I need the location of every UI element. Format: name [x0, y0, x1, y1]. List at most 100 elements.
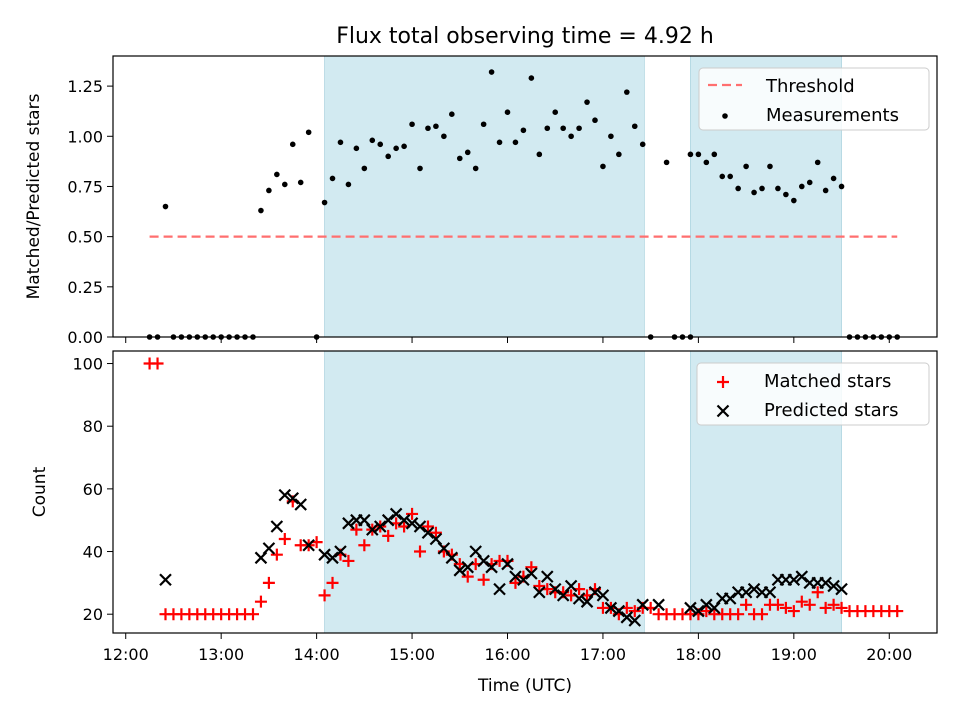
- predicted-star-point: [548, 582, 562, 596]
- predicted-star-point: [461, 560, 475, 574]
- y-tick-label: 0.75: [67, 177, 103, 196]
- predicted-star-point: [620, 611, 634, 624]
- measurement-point: [791, 197, 797, 204]
- x-tick-label: 15:00: [389, 645, 435, 664]
- predicted-star-point: [381, 513, 395, 527]
- predicted-star-point: [795, 570, 809, 583]
- predicted-star-point: [723, 592, 737, 605]
- measurement-point: [289, 141, 296, 148]
- predicted-star-point: [389, 507, 403, 521]
- y-tick-label: 80: [83, 417, 103, 436]
- legend-label: Matched stars: [764, 371, 891, 392]
- predicted-star-point: [700, 598, 713, 612]
- x-tick-label: 18:00: [675, 645, 721, 664]
- measurement-point: [377, 141, 384, 148]
- measurement-point: [751, 189, 757, 196]
- predicted-star-point: [739, 585, 753, 599]
- matched-star-point: [533, 580, 546, 592]
- measurement-point: [441, 133, 447, 140]
- predicted-star-point: [485, 560, 498, 574]
- legend-label: Measurements: [766, 105, 899, 126]
- x-tick-label: 12:00: [103, 645, 149, 664]
- measurement-point: [576, 125, 582, 132]
- predicted-star-point: [453, 564, 467, 577]
- matched-star-point: [382, 529, 395, 542]
- measurement-point: [584, 99, 590, 105]
- x-tick-label: 14:00: [294, 645, 340, 664]
- measurement-point: [425, 125, 431, 132]
- predicted-star-point: [604, 601, 618, 615]
- predicted-star-point: [286, 491, 300, 505]
- legends: Threshold Measurements Matched stars Predic…: [696, 67, 930, 426]
- predicted-star-point: [540, 570, 554, 583]
- predicted-star-point: [612, 604, 626, 618]
- y-axis-label-ratio: Matched/Predicted stars: [24, 93, 44, 299]
- measurement-point: [321, 199, 328, 206]
- x-tick-label: 17:00: [580, 645, 626, 664]
- predicted-star-point: [159, 573, 172, 587]
- measurement-point: [480, 121, 487, 128]
- chart-title: Flux total observing time = 4.92 h: [336, 24, 714, 49]
- measurement-point: [711, 151, 718, 158]
- y-tick-label: 60: [83, 480, 103, 499]
- legend-count: [696, 362, 930, 426]
- measurement-point: [504, 109, 511, 115]
- predicted-star-point: [294, 498, 307, 511]
- measurement-point: [616, 151, 622, 158]
- predicted-star-point: [278, 488, 292, 502]
- measurement-point: [687, 151, 694, 158]
- predicted-star-point: [819, 576, 832, 590]
- y-axis-label-count: Count: [30, 466, 50, 517]
- y-tick-label: 100: [72, 355, 103, 374]
- predicted-star-point: [787, 573, 801, 587]
- measurement-point: [281, 181, 288, 188]
- axes-ticks: 0.00 0.25 0.50 0.75 1.00 1.25 20 40 60 80 100 12:00…: [67, 77, 912, 664]
- predicted-star-point: [421, 526, 435, 540]
- y-tick-label: 0.25: [67, 278, 103, 297]
- predicted-star-point: [373, 520, 387, 533]
- measurement-point: [258, 207, 264, 214]
- predicted-star-point: [413, 520, 427, 533]
- measurement-point: [162, 203, 169, 210]
- measurement-point: [727, 173, 734, 180]
- matched-star-point: [262, 576, 275, 589]
- y-tick-label: 40: [83, 543, 103, 562]
- measurement-point: [329, 175, 336, 182]
- matched-star-point: [628, 605, 641, 618]
- measurement-point: [305, 129, 312, 136]
- predicted-star-point: [334, 545, 347, 558]
- predicted-star-point: [509, 570, 522, 583]
- x-axis-label: Time (UTC): [477, 676, 572, 696]
- matched-star-point: [835, 601, 848, 614]
- measurement-point: [417, 165, 423, 172]
- matched-star-point: [254, 595, 267, 608]
- measurement-point: [337, 139, 344, 146]
- measurement-point: [520, 127, 527, 134]
- matched-star-point: [891, 605, 904, 618]
- measurement-point: [496, 139, 503, 146]
- x-tick-label: 16:00: [484, 645, 530, 664]
- measurement-point: [703, 159, 710, 166]
- measurement-point: [552, 109, 559, 115]
- measurement-point: [536, 151, 543, 158]
- measurement-point: [369, 137, 376, 144]
- measurement-point: [488, 69, 495, 75]
- measurement-point: [464, 149, 471, 156]
- measurement-point: [274, 171, 280, 178]
- predicted-star-point: [493, 582, 506, 596]
- measurement-point: [767, 163, 773, 170]
- measurement-point: [345, 181, 352, 188]
- measurement-point: [695, 151, 702, 158]
- matched-star-point: [803, 598, 816, 611]
- predicted-star-point: [835, 582, 848, 596]
- measurement-point: [806, 179, 813, 186]
- predicted-star-point: [326, 551, 339, 565]
- axes-frames: [112, 55, 938, 634]
- measurement-point: [624, 89, 630, 95]
- y-tick-label: 1.00: [67, 127, 103, 146]
- measurement-point: [759, 185, 765, 192]
- matched-star-point: [525, 561, 538, 574]
- predicted-star-point: [827, 579, 840, 593]
- measurement-point: [783, 191, 789, 198]
- measurement-point: [600, 163, 606, 170]
